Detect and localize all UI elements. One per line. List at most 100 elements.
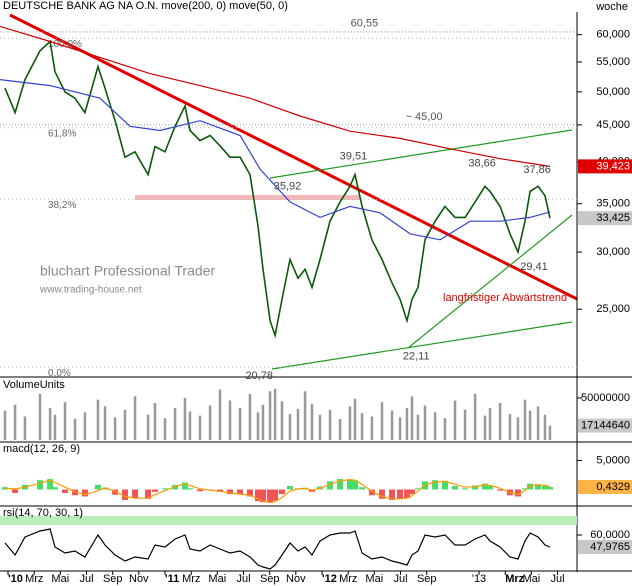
y-tick-label: 60,000 (596, 29, 630, 41)
bar (133, 396, 137, 440)
bar (37, 480, 44, 490)
bar (498, 403, 502, 440)
bar (453, 400, 457, 440)
bar (432, 480, 439, 490)
bar (408, 489, 415, 495)
bar (246, 489, 253, 497)
last-value-label: 17144640 (581, 419, 630, 431)
channel-lower (271, 321, 573, 370)
series-line (4, 528, 551, 570)
point-label: 29,41 (520, 261, 548, 273)
last-value-box (578, 479, 632, 494)
x-tick-label: '11 (165, 573, 179, 585)
bar (151, 489, 158, 492)
bar (487, 486, 494, 490)
bar (346, 479, 353, 490)
period: woche (595, 1, 628, 13)
bar (73, 418, 77, 440)
bar (397, 489, 404, 499)
y-tick-label: 50000000 (581, 392, 630, 404)
level-label: 60,55 (351, 18, 379, 30)
bar (280, 401, 284, 440)
bar (94, 484, 101, 490)
level-label: ~ 45,00 (406, 111, 443, 123)
bar (536, 406, 540, 440)
x-tick-label: Mai (522, 573, 540, 585)
bar (63, 402, 67, 440)
x-tick-label: Mrz (339, 573, 357, 585)
bar (348, 406, 352, 440)
bar (162, 488, 169, 490)
y-tick-label: 55,000 (596, 56, 630, 68)
bar (296, 408, 300, 440)
last-value-box (578, 540, 632, 555)
bar (522, 488, 529, 490)
bar (370, 416, 374, 440)
bar (102, 487, 109, 490)
last-value-box (578, 418, 632, 433)
bar (318, 414, 322, 440)
fib-label: 61,8% (48, 128, 76, 139)
bar (272, 489, 279, 501)
bar (238, 408, 242, 440)
last-value-box (578, 211, 632, 226)
trend-label: langfristiger Abwärtstrend (443, 292, 567, 304)
bar (405, 408, 409, 440)
x-tick-label: Jul (550, 573, 564, 585)
bar (338, 418, 342, 440)
panel-title: rsi(14, 70, 30, 1) (3, 507, 83, 519)
x-tick-label: Mai (208, 573, 226, 585)
downtrend-line (9, 13, 578, 301)
bar (353, 398, 357, 440)
point-label: 39,51 (340, 151, 368, 163)
x-tick-label: '10 (8, 573, 23, 585)
bar (273, 388, 277, 440)
bar (390, 410, 394, 440)
bar (267, 489, 274, 503)
overbought-band (0, 516, 577, 525)
bar (103, 406, 107, 440)
x-tick-label: Mrz (25, 573, 43, 585)
bar (181, 482, 188, 490)
panel-title: DEUTSCHE BANK AG NA O.N. move(200, 0) mo… (3, 0, 288, 12)
y-tick-label: 50,000 (596, 86, 630, 98)
x-tick-label: Mrz (182, 573, 200, 585)
y-tick-label: 5,0000 (596, 454, 630, 466)
bar (13, 404, 17, 440)
bar (380, 402, 384, 440)
bar (197, 489, 204, 492)
x-tick-label: Sep (417, 573, 437, 585)
x-tick-label: Sep (260, 573, 280, 585)
bar (535, 484, 542, 490)
x-tick-label: Nov (129, 573, 149, 585)
bar (278, 489, 285, 495)
bar (508, 413, 512, 440)
bar (121, 489, 128, 500)
bar (443, 418, 447, 440)
bar (410, 396, 414, 440)
last-value-label: 39,423 (596, 160, 630, 172)
bar (462, 488, 469, 490)
x-tick-label: Sep (103, 573, 123, 585)
bar (286, 486, 293, 490)
bar (268, 391, 272, 440)
bar (310, 403, 314, 440)
bar (416, 414, 420, 440)
point-label: 22,11 (403, 351, 430, 363)
bar (541, 486, 548, 490)
bar (48, 408, 52, 440)
bar (473, 393, 477, 440)
fib-label: 38,2% (48, 200, 76, 211)
last-value-box (578, 159, 632, 174)
bar (452, 486, 459, 490)
bar (113, 417, 117, 440)
x-tick-label: Nov (286, 573, 306, 585)
bar (414, 488, 421, 490)
y-tick-label: 25,000 (596, 303, 630, 315)
bar (359, 487, 366, 490)
y-tick-label: 60,0000 (590, 529, 630, 541)
bar (368, 489, 375, 496)
bar (256, 412, 260, 440)
bar (543, 414, 547, 440)
